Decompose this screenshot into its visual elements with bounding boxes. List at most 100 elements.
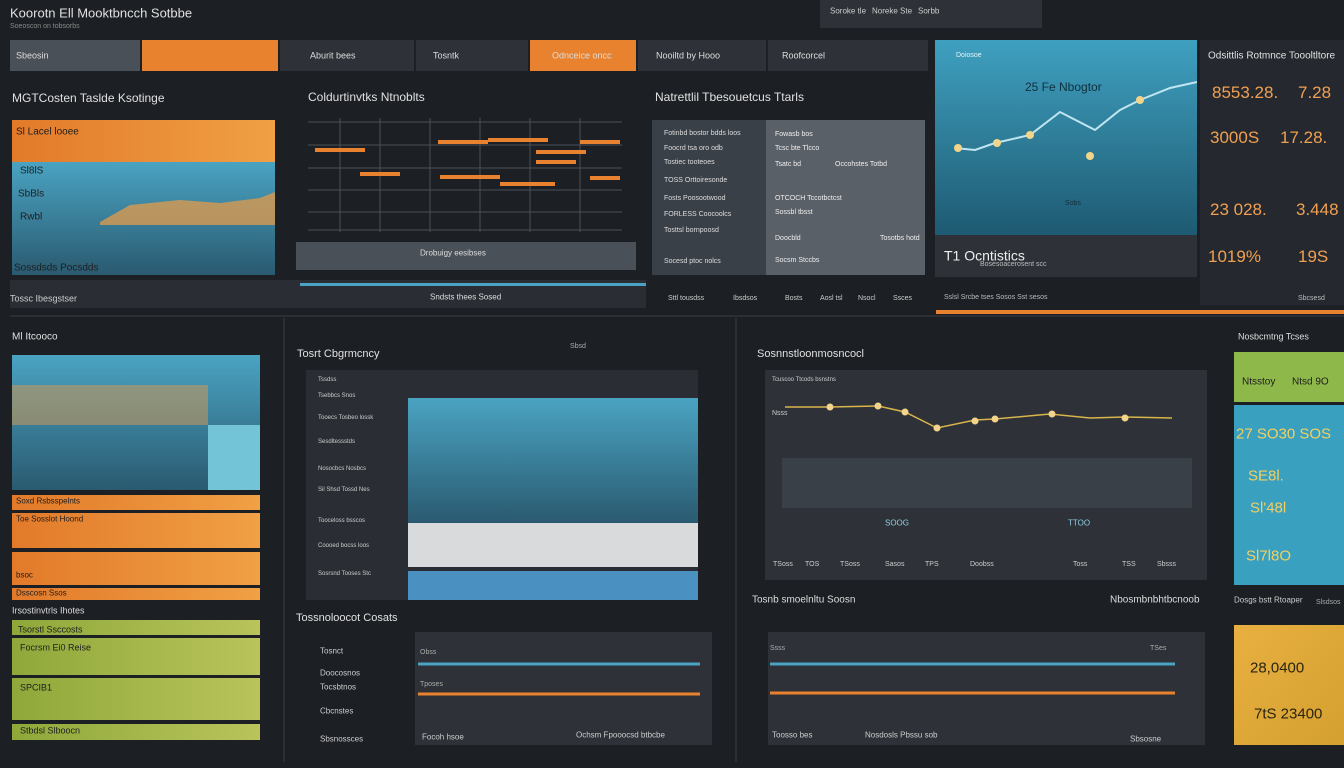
label: Fowasb bos bbox=[775, 131, 813, 138]
label: Odsittlis Rotmnce Toooltltore bbox=[1208, 50, 1336, 61]
label: Tosotbs hotd bbox=[880, 235, 920, 242]
label: Sbsd bbox=[570, 343, 586, 350]
costs-panel bbox=[415, 632, 712, 745]
label: Tsatc bd bbox=[775, 161, 801, 168]
label: Ssces bbox=[893, 295, 913, 302]
label: Tossnoloocot Cosats bbox=[296, 612, 398, 624]
label: 7tS 23400 bbox=[1254, 705, 1322, 722]
perf-dots bbox=[826, 402, 1129, 432]
green-bar bbox=[12, 638, 260, 675]
tab[interactable] bbox=[280, 40, 414, 71]
label: Toe Sosslot Hoond bbox=[16, 515, 83, 524]
label: Sosnnstloonmosncocl bbox=[757, 348, 864, 360]
columns-grid bbox=[308, 118, 622, 232]
label: Tosnb smoelnltu Soosn bbox=[752, 594, 855, 605]
tab[interactable] bbox=[416, 40, 528, 71]
label: Nooiltd by Hooo bbox=[656, 50, 720, 60]
top-toolbar bbox=[820, 0, 1042, 28]
label: Aosl tsl bbox=[820, 295, 843, 302]
label: MGTCosten Taslde Ksotinge bbox=[12, 91, 165, 105]
label: Tcuscoo Ttcods bsnstns bbox=[772, 377, 836, 383]
monitor-caption-box bbox=[935, 235, 1197, 277]
usage-band bbox=[408, 571, 698, 600]
label: 25 Fe Nbogtor bbox=[1025, 80, 1102, 94]
label: Bosesoacerosent scc bbox=[980, 261, 1047, 268]
monitor-progress bbox=[936, 310, 1344, 314]
label: Doocosnos bbox=[320, 669, 360, 678]
label: Sbeosin bbox=[16, 50, 49, 60]
label: Cbcnstes bbox=[320, 707, 353, 716]
label: Roofcorcel bbox=[782, 50, 825, 60]
transactions-right bbox=[766, 120, 925, 275]
label: Toss bbox=[1073, 561, 1088, 568]
label: Sndsts thees Sosed bbox=[430, 293, 501, 302]
tab[interactable] bbox=[530, 40, 636, 71]
flow-panel bbox=[768, 632, 1205, 745]
label: TSoss bbox=[773, 561, 793, 568]
label: TSes bbox=[1150, 645, 1167, 652]
trend-bar bbox=[12, 588, 260, 600]
label: Tocsbtnos bbox=[320, 683, 356, 692]
label: Socesd ptoc nolcs bbox=[664, 258, 721, 265]
monitor-chart bbox=[935, 40, 1197, 235]
label: Tosttsl bornpoosd bbox=[664, 227, 719, 234]
label: Nsocl bbox=[858, 295, 876, 302]
label: Sosrsnd Tooses Stc bbox=[318, 571, 371, 577]
label: FORLESS Coocoolcs bbox=[664, 211, 732, 218]
label: T1 Ocntistics bbox=[944, 247, 1025, 263]
label: TPS bbox=[925, 561, 939, 568]
label: Sossdsds Pocsdds bbox=[14, 262, 99, 273]
stats-box bbox=[1200, 40, 1344, 305]
label: Doobss bbox=[970, 561, 994, 568]
label: Obss bbox=[420, 649, 437, 656]
green-bar bbox=[12, 620, 260, 635]
label: SE8l. bbox=[1248, 467, 1284, 484]
label: Sasos bbox=[885, 561, 905, 568]
label: Drobuigy eesibses bbox=[420, 249, 486, 258]
label: 8553.28. bbox=[1212, 83, 1278, 102]
label: 19S bbox=[1298, 247, 1328, 266]
trend-bar bbox=[12, 513, 260, 548]
columns-bars bbox=[315, 138, 620, 186]
label: Fosts Poosootwood bbox=[664, 195, 726, 202]
label: Socsm Stccbs bbox=[775, 257, 820, 264]
label: TOSS Orttoiresonde bbox=[664, 177, 727, 184]
label: Sesdltessstds bbox=[318, 439, 355, 445]
label: 7.28 bbox=[1298, 83, 1331, 102]
tab[interactable] bbox=[10, 40, 140, 71]
label: Nbosmbnbhtbcnoob bbox=[1110, 594, 1200, 605]
side-green bbox=[1234, 352, 1344, 402]
label: Sl'48l bbox=[1250, 499, 1286, 516]
label: Ntsd 9O bbox=[1292, 376, 1329, 387]
label: Koorotn Ell Mooktbncch Sotbbe bbox=[10, 6, 192, 21]
label: Sbsosne bbox=[1130, 735, 1162, 744]
label: Natrettlil Tbesouetcus Ttarls bbox=[655, 90, 804, 104]
label: Doocbld bbox=[775, 235, 801, 242]
label: Sttl tousdss bbox=[668, 295, 705, 302]
green-bar bbox=[12, 678, 260, 720]
footer-stripe bbox=[300, 283, 646, 286]
label: Focrsm Ei0 Reise bbox=[20, 642, 91, 652]
label: 28,0400 bbox=[1250, 659, 1304, 676]
label: Ochsm Fpooocsd btbcbe bbox=[576, 731, 665, 740]
tab[interactable] bbox=[768, 40, 928, 71]
label: Nosdosls Pbssu sob bbox=[865, 731, 938, 740]
tab[interactable] bbox=[638, 40, 766, 71]
label: SOOG bbox=[885, 519, 909, 528]
label: 3.448 bbox=[1296, 200, 1339, 219]
label: Sslsl Srcbe tses Sosos Sst sesos bbox=[944, 294, 1048, 301]
label: Tsorstl Ssccosts bbox=[18, 624, 83, 634]
label: 27 SO30 SOS bbox=[1236, 425, 1331, 442]
label: Sl Lacel looee bbox=[16, 126, 79, 137]
tab[interactable] bbox=[142, 40, 278, 71]
label: Sl8lS bbox=[20, 165, 44, 176]
summary-area bbox=[100, 192, 275, 225]
label: Focoh hsoe bbox=[422, 733, 464, 742]
label: Nosocbcs Nosbcs bbox=[318, 466, 366, 472]
summary-header bbox=[12, 120, 275, 162]
label: Nosbcmtng Tcses bbox=[1238, 331, 1309, 341]
green-bar bbox=[12, 724, 260, 740]
